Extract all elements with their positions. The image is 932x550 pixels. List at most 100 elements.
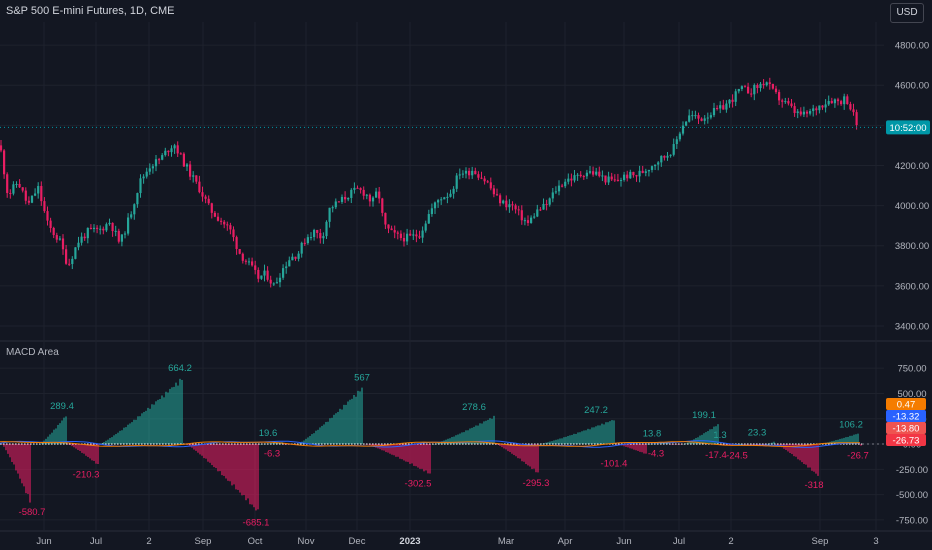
histogram-bar <box>673 444 675 445</box>
histogram-bar <box>573 433 575 445</box>
candle-body <box>511 204 514 206</box>
zero-dot <box>648 443 650 445</box>
candle-body <box>282 268 285 278</box>
histogram-bar <box>773 441 775 445</box>
zero-dot <box>822 443 824 445</box>
histogram-bar <box>531 444 533 469</box>
histogram-data-label: 1.3 <box>713 430 726 441</box>
zero-dot <box>276 443 278 445</box>
zero-dot <box>699 443 701 445</box>
histogram-bar <box>339 408 341 445</box>
candle-body <box>561 185 564 187</box>
histogram-data-label: 199.1 <box>692 410 716 421</box>
zero-dot <box>246 443 248 445</box>
zero-dot <box>366 443 368 445</box>
histogram-bar <box>153 404 155 445</box>
histogram-bar <box>751 444 753 445</box>
candle-body <box>771 83 774 89</box>
candle-body <box>244 260 247 262</box>
zero-dot <box>549 443 551 445</box>
candle-body <box>573 175 576 181</box>
candle-body <box>582 176 585 178</box>
histogram-bar <box>563 437 565 445</box>
zero-dot <box>222 443 224 445</box>
zero-dot <box>324 443 326 445</box>
histogram-bar <box>87 444 89 457</box>
candle-body <box>660 155 663 163</box>
zero-dot <box>525 443 527 445</box>
zero-dot <box>696 443 698 445</box>
histogram-bar <box>225 444 227 479</box>
histogram-bar <box>253 444 255 508</box>
candle-body <box>371 197 375 202</box>
candle-body <box>427 214 430 224</box>
histogram-bar <box>419 444 421 469</box>
zero-dot <box>3 443 5 445</box>
histogram-bar <box>27 444 29 494</box>
currency-button[interactable]: USD <box>890 3 924 23</box>
histogram-bar <box>607 422 609 445</box>
histogram-bar <box>151 404 153 445</box>
histogram-bar <box>59 423 61 445</box>
histogram-bar <box>55 428 57 445</box>
histogram-bar <box>125 427 127 445</box>
zero-dot <box>198 443 200 445</box>
histogram-bar <box>373 444 375 447</box>
zero-dot <box>375 443 377 445</box>
zero-dot <box>33 443 35 445</box>
zero-dot <box>210 443 212 445</box>
candle-body <box>229 225 232 230</box>
zero-dot <box>429 443 431 445</box>
histogram-bar <box>49 434 51 445</box>
histogram-bar <box>471 427 473 445</box>
histogram-bar <box>721 444 723 445</box>
candle-body <box>34 193 37 196</box>
zero-dot <box>90 443 92 445</box>
candle-body <box>402 237 406 242</box>
histogram-bar <box>439 442 441 445</box>
histogram-bar <box>535 444 537 473</box>
zero-dot <box>702 443 704 445</box>
candle-body <box>843 96 846 105</box>
zero-dot <box>597 443 599 445</box>
zero-dot <box>225 443 227 445</box>
histogram-bar <box>815 444 817 474</box>
histogram-data-label: 664.2 <box>168 363 192 374</box>
histogram-bar <box>613 420 615 445</box>
histogram-bar <box>73 444 75 448</box>
histogram-bar <box>860 444 862 446</box>
candle-body <box>433 202 437 209</box>
zero-dot <box>219 443 221 445</box>
candle-body <box>260 275 263 279</box>
candle-body <box>731 99 734 102</box>
histogram-bar <box>11 444 13 462</box>
zero-dot <box>300 443 302 445</box>
histogram-bar <box>847 436 849 445</box>
zero-dot <box>6 443 8 445</box>
histogram-bar <box>503 444 505 449</box>
zero-dot <box>567 443 569 445</box>
histogram-bar <box>705 432 707 445</box>
candle-body <box>542 203 545 210</box>
zero-dot <box>303 443 305 445</box>
zero-dot <box>663 443 665 445</box>
histogram-bar <box>577 432 579 445</box>
histogram-bar <box>489 418 491 445</box>
histogram-bar <box>371 444 373 447</box>
candle-body <box>762 83 765 86</box>
candle-body <box>613 179 616 181</box>
histogram-bar <box>77 444 79 450</box>
zero-dot <box>423 443 425 445</box>
histogram-bar <box>511 444 513 454</box>
histogram-bar <box>79 444 81 452</box>
histogram-bar <box>609 421 611 445</box>
time-tick-label: Sep <box>195 536 212 547</box>
histogram-bar <box>165 391 167 445</box>
histogram-bar <box>745 444 747 445</box>
candle-body <box>0 145 3 151</box>
zero-dot <box>615 443 617 445</box>
time-tick-label: Sep <box>812 536 829 547</box>
candle-body <box>514 205 517 210</box>
